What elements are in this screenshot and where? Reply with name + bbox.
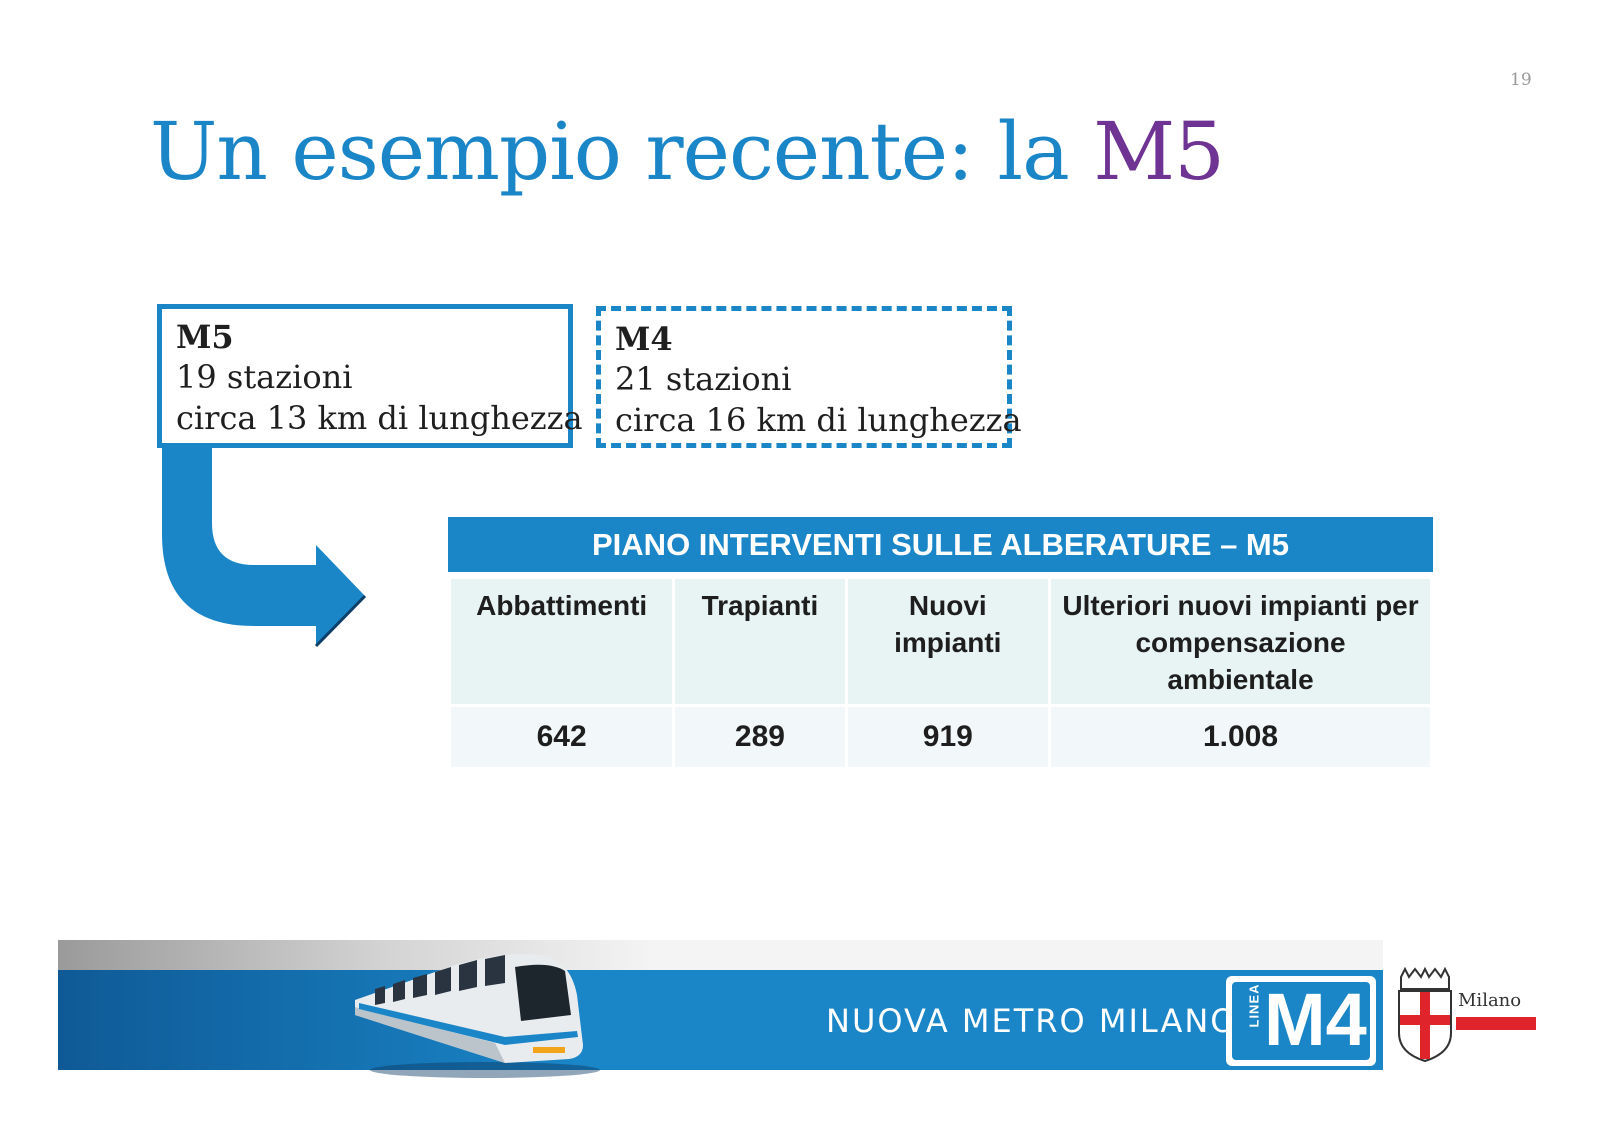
value-compensazione: 1.008: [1051, 704, 1430, 767]
m5-box-stations: 19 stazioni: [176, 358, 353, 396]
col-header-nuovi-impianti: Nuovi impianti: [847, 579, 1049, 704]
value-abbattimenti: 642: [451, 704, 673, 767]
metro-train-image: [355, 954, 600, 1078]
m5-box-title: M5: [176, 318, 234, 356]
col-header-trapianti: Trapianti: [675, 579, 845, 704]
m4-logo: LINEA M4: [1226, 976, 1376, 1066]
table-header-row: Abbattimenti Trapianti Nuovi impianti Ul…: [451, 579, 1430, 704]
m5-box-length: circa 13 km di lunghezza: [176, 399, 583, 437]
slide-title-accent: M5: [1093, 105, 1225, 198]
milano-text: Milano: [1458, 990, 1522, 1011]
banner-blue-bar: [58, 970, 1383, 1070]
footer-banner: NUOVA METRO MILANO LINEA M4: [58, 940, 1383, 1070]
banner-top-strip: [58, 940, 1383, 970]
milano-coat-of-arms-icon: [1398, 966, 1452, 1063]
page-number: 19: [1510, 70, 1532, 90]
banner-text: NUOVA METRO MILANO: [826, 1002, 1238, 1040]
m4-box-stations: 21 stazioni: [615, 360, 792, 398]
curved-arrow-icon: [162, 448, 367, 648]
m4-info-box: M4 21 stazioni circa 16 km di lunghezza: [596, 306, 1022, 448]
m5-info-box: M5 19 stazioni circa 13 km di lunghezza: [157, 304, 583, 448]
slide-title-main: Un esempio recente: la: [150, 105, 1094, 198]
m4-logo-linea: LINEA: [1246, 983, 1262, 1028]
table-row: 642 289 919 1.008: [451, 704, 1430, 767]
table-header: PIANO INTERVENTI SULLE ALBERATURE – M5: [448, 517, 1433, 572]
m4-logo-text: M4: [1264, 978, 1367, 1061]
milano-red-bar: [1456, 1017, 1536, 1030]
col-header-abbattimenti: Abbattimenti: [451, 579, 673, 704]
m4-box-length: circa 16 km di lunghezza: [615, 401, 1022, 439]
col-header-compensazione: Ulteriori nuovi impianti per compensazio…: [1051, 579, 1430, 704]
value-nuovi-impianti: 919: [847, 704, 1049, 767]
slide-title: Un esempio recente: la M5: [150, 102, 1225, 202]
interventions-grid: Abbattimenti Trapianti Nuovi impianti Ul…: [448, 579, 1433, 767]
m4-logo-inner: LINEA M4: [1232, 978, 1370, 1061]
value-trapianti: 289: [675, 704, 845, 767]
m4-box-title: M4: [615, 320, 673, 358]
interventions-table: PIANO INTERVENTI SULLE ALBERATURE – M5 A…: [448, 517, 1433, 767]
